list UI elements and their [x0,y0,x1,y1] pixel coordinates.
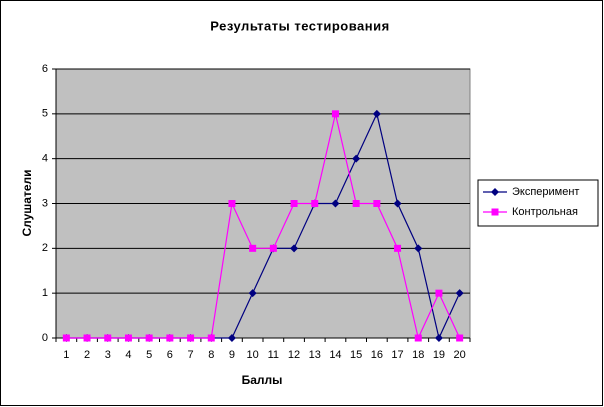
point [394,244,402,252]
point [290,200,298,207]
point [290,244,299,253]
x-tick-label: 6 [167,349,173,361]
x-tick-label: 2 [84,349,90,361]
x-tick-label: 7 [187,349,193,361]
point [393,199,402,208]
point [227,334,236,342]
point [372,109,381,118]
point [83,334,91,342]
point [104,334,112,342]
point [269,244,277,252]
y-tick-label: 6 [42,63,48,75]
point [373,200,381,207]
legend-box [477,179,599,227]
x-tick-label: 8 [208,349,214,361]
y-tick-label: 1 [42,287,48,299]
x-tick-label: 9 [229,349,235,361]
x-tick-label: 15 [350,349,362,361]
y-tick-label: 3 [42,197,48,209]
x-tick-label: 16 [371,349,383,361]
y-tick-label: 2 [42,242,48,254]
chart-title: Результаты тестирования [210,18,389,33]
point [228,200,236,207]
x-tick-label: 10 [247,349,259,361]
y-tick-label: 5 [42,108,48,120]
point [455,289,464,298]
point [124,334,132,342]
x-tick-label: 11 [268,349,279,361]
x-tick-label: 13 [309,349,321,361]
y-axis-title: Слушатели [20,169,34,236]
point [331,199,340,208]
legend-label: Контрольная [512,206,578,218]
point [62,334,70,342]
x-tick-label: 17 [391,349,403,361]
x-tick-label: 20 [454,349,466,361]
point [456,334,464,342]
x-tick-label: 5 [146,349,152,361]
point [249,244,257,252]
point [207,334,215,342]
point [434,334,443,342]
point [352,154,361,163]
point [248,289,257,298]
point [414,244,423,253]
x-tick-label: 14 [329,349,341,361]
point [435,289,443,297]
legend-marker [491,208,499,216]
x-tick-label: 19 [433,349,445,361]
x-axis-title: Баллы [242,373,283,387]
y-tick-label: 4 [42,153,48,165]
point [331,110,339,118]
x-tick-label: 12 [288,349,300,361]
point [352,200,360,207]
point [311,200,319,207]
x-tick-label: 1 [63,349,69,361]
point [414,334,422,342]
point [166,334,174,342]
y-tick-label: 0 [42,332,48,344]
x-tick-label: 18 [412,349,424,361]
point [145,334,153,342]
legend-label: Эксперимент [512,186,579,198]
point [187,334,195,342]
x-tick-label: 3 [105,349,111,361]
x-tick-label: 4 [125,349,131,361]
legend-marker [491,188,499,196]
